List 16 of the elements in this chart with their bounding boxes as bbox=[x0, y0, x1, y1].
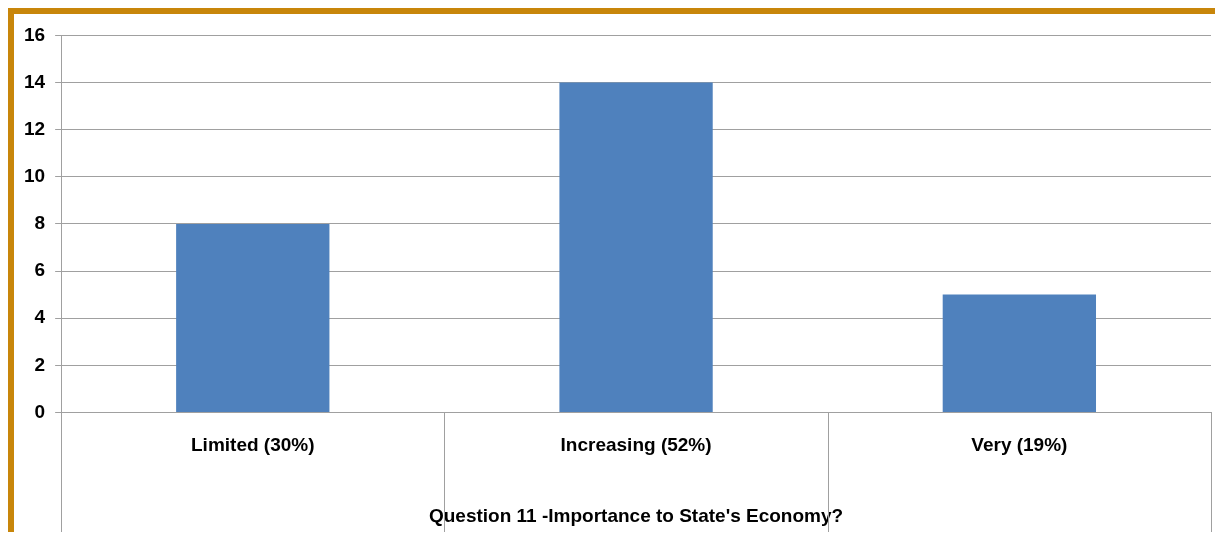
x-tick-label: Very (19%) bbox=[971, 434, 1068, 456]
y-tick-label: 4 bbox=[34, 306, 46, 328]
y-tick-label: 10 bbox=[23, 165, 46, 187]
x-tick-label: Increasing (52%) bbox=[560, 434, 712, 456]
y-tick-label: 14 bbox=[23, 70, 46, 92]
bar bbox=[559, 82, 713, 412]
y-tick-label: 8 bbox=[34, 212, 46, 234]
y-tick-label: 0 bbox=[34, 400, 46, 422]
y-tick-label: 6 bbox=[34, 259, 46, 281]
y-tick-label: 2 bbox=[34, 353, 46, 375]
bar bbox=[942, 294, 1097, 412]
y-tick-label: 12 bbox=[23, 117, 46, 139]
bar bbox=[176, 223, 330, 412]
y-tick-label: 16 bbox=[23, 23, 46, 45]
x-axis-title: Question 11 -Importance to State's Economy? bbox=[428, 504, 844, 526]
x-tick-label: Limited (30%) bbox=[191, 434, 315, 456]
